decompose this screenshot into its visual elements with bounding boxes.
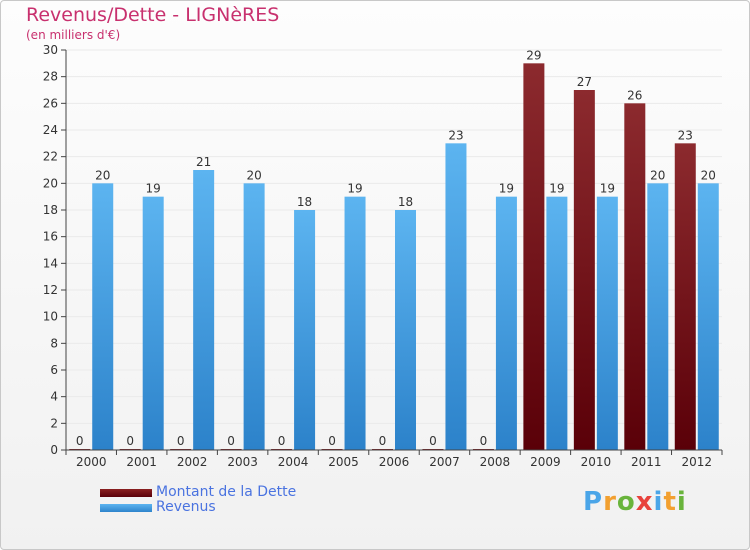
chart-title: Revenus/Dette - LIGNèRES bbox=[26, 4, 280, 26]
logo-letter: i bbox=[676, 487, 687, 517]
x-tick-label: 2003 bbox=[227, 455, 258, 469]
legend-label-revenus: Revenus bbox=[156, 499, 216, 515]
bar-dette-value-label: 29 bbox=[526, 48, 541, 62]
bar-revenus bbox=[294, 210, 316, 450]
bar-revenus bbox=[697, 183, 719, 451]
y-tick-label: 8 bbox=[50, 336, 58, 350]
logo-letter: i bbox=[653, 487, 664, 517]
y-tick-label: 4 bbox=[50, 390, 58, 404]
legend: Montant de la Dette Revenus bbox=[100, 485, 296, 515]
x-tick-label: 2001 bbox=[126, 455, 157, 469]
logo-letter: t bbox=[663, 487, 677, 517]
y-tick-label: 16 bbox=[43, 230, 58, 244]
proxiti-logo: Proxiti bbox=[583, 487, 687, 517]
y-tick-label: 20 bbox=[43, 176, 58, 190]
bar-dette-value-label: 0 bbox=[177, 434, 185, 448]
x-tick-label: 2000 bbox=[76, 455, 107, 469]
logo-letter: x bbox=[635, 487, 654, 517]
legend-swatch-revenus bbox=[100, 503, 152, 512]
x-tick-label: 2006 bbox=[379, 455, 410, 469]
bar-dette-value-label: 23 bbox=[678, 128, 693, 142]
bar-revenus bbox=[243, 183, 265, 451]
bar-revenus bbox=[546, 196, 568, 450]
bar-dette bbox=[674, 143, 696, 451]
bar-dette-value-label: 0 bbox=[328, 434, 336, 448]
x-tick-label: 2002 bbox=[177, 455, 208, 469]
bar-revenus-value-label: 19 bbox=[499, 182, 514, 196]
bar-dette-value-label: 0 bbox=[379, 434, 387, 448]
y-tick-label: 26 bbox=[43, 96, 58, 110]
bar-revenus-value-label: 19 bbox=[549, 182, 564, 196]
bar-revenus-value-label: 21 bbox=[196, 155, 211, 169]
x-tick-label: 2010 bbox=[581, 455, 612, 469]
y-tick-label: 2 bbox=[50, 416, 58, 430]
x-tick-label: 2012 bbox=[681, 455, 712, 469]
bar-revenus bbox=[344, 196, 366, 450]
bar-revenus bbox=[647, 183, 669, 451]
logo-letter: P bbox=[583, 487, 604, 517]
bar-dette-value-label: 0 bbox=[429, 434, 437, 448]
y-tick-label: 10 bbox=[43, 310, 58, 324]
legend-item-dette: Montant de la Dette bbox=[100, 485, 296, 500]
legend-label-dette: Montant de la Dette bbox=[156, 484, 297, 500]
y-tick-label: 18 bbox=[43, 203, 58, 217]
x-tick-label: 2007 bbox=[429, 455, 460, 469]
bar-dette-value-label: 0 bbox=[480, 434, 488, 448]
bar-dette bbox=[523, 63, 545, 450]
bar-revenus bbox=[395, 210, 416, 450]
bar-revenus bbox=[92, 183, 114, 451]
bar-dette-value-label: 0 bbox=[227, 434, 235, 448]
bar-dette bbox=[624, 103, 646, 450]
x-tick-label: 2011 bbox=[631, 455, 662, 469]
bar-dette-value-label: 0 bbox=[278, 434, 286, 448]
y-tick-label: 6 bbox=[50, 363, 58, 377]
bar-revenus bbox=[142, 196, 164, 450]
bar-revenus bbox=[495, 196, 517, 450]
x-tick-label: 2005 bbox=[328, 455, 359, 469]
bar-dette-value-label: 26 bbox=[627, 88, 642, 102]
bar-dette-value-label: 27 bbox=[577, 75, 592, 89]
bar-revenus-value-label: 20 bbox=[95, 168, 110, 182]
bar-revenus-value-label: 20 bbox=[650, 168, 665, 182]
bar-revenus bbox=[445, 143, 467, 451]
bar-dette bbox=[573, 90, 595, 450]
logo-letter: r bbox=[603, 487, 617, 517]
bar-revenus-value-label: 19 bbox=[600, 182, 615, 196]
y-tick-label: 0 bbox=[50, 443, 58, 457]
bar-revenus-value-label: 20 bbox=[246, 168, 261, 182]
legend-swatch-dette bbox=[100, 488, 152, 497]
legend-item-revenus: Revenus bbox=[100, 500, 296, 515]
y-tick-label: 14 bbox=[43, 256, 58, 270]
bar-revenus-value-label: 23 bbox=[448, 128, 463, 142]
x-tick-label: 2008 bbox=[480, 455, 511, 469]
bar-dette-value-label: 0 bbox=[76, 434, 84, 448]
x-tick-label: 2004 bbox=[278, 455, 309, 469]
bar-revenus bbox=[596, 196, 618, 450]
bar-revenus bbox=[193, 170, 215, 450]
bar-dette-value-label: 0 bbox=[126, 434, 134, 448]
y-tick-label: 30 bbox=[43, 43, 58, 57]
bar-revenus-value-label: 18 bbox=[297, 195, 312, 209]
x-tick-label: 2009 bbox=[530, 455, 561, 469]
bar-revenus-value-label: 19 bbox=[347, 182, 362, 196]
bar-revenus-value-label: 18 bbox=[398, 195, 413, 209]
y-tick-label: 28 bbox=[43, 70, 58, 84]
y-tick-label: 24 bbox=[43, 123, 58, 137]
chart-subtitle: (en milliers d'€) bbox=[26, 28, 121, 42]
bar-revenus-value-label: 19 bbox=[146, 182, 161, 196]
y-tick-label: 12 bbox=[43, 283, 58, 297]
y-tick-label: 22 bbox=[43, 150, 58, 164]
logo-letter: o bbox=[616, 487, 636, 517]
bar-revenus-value-label: 20 bbox=[701, 168, 716, 182]
